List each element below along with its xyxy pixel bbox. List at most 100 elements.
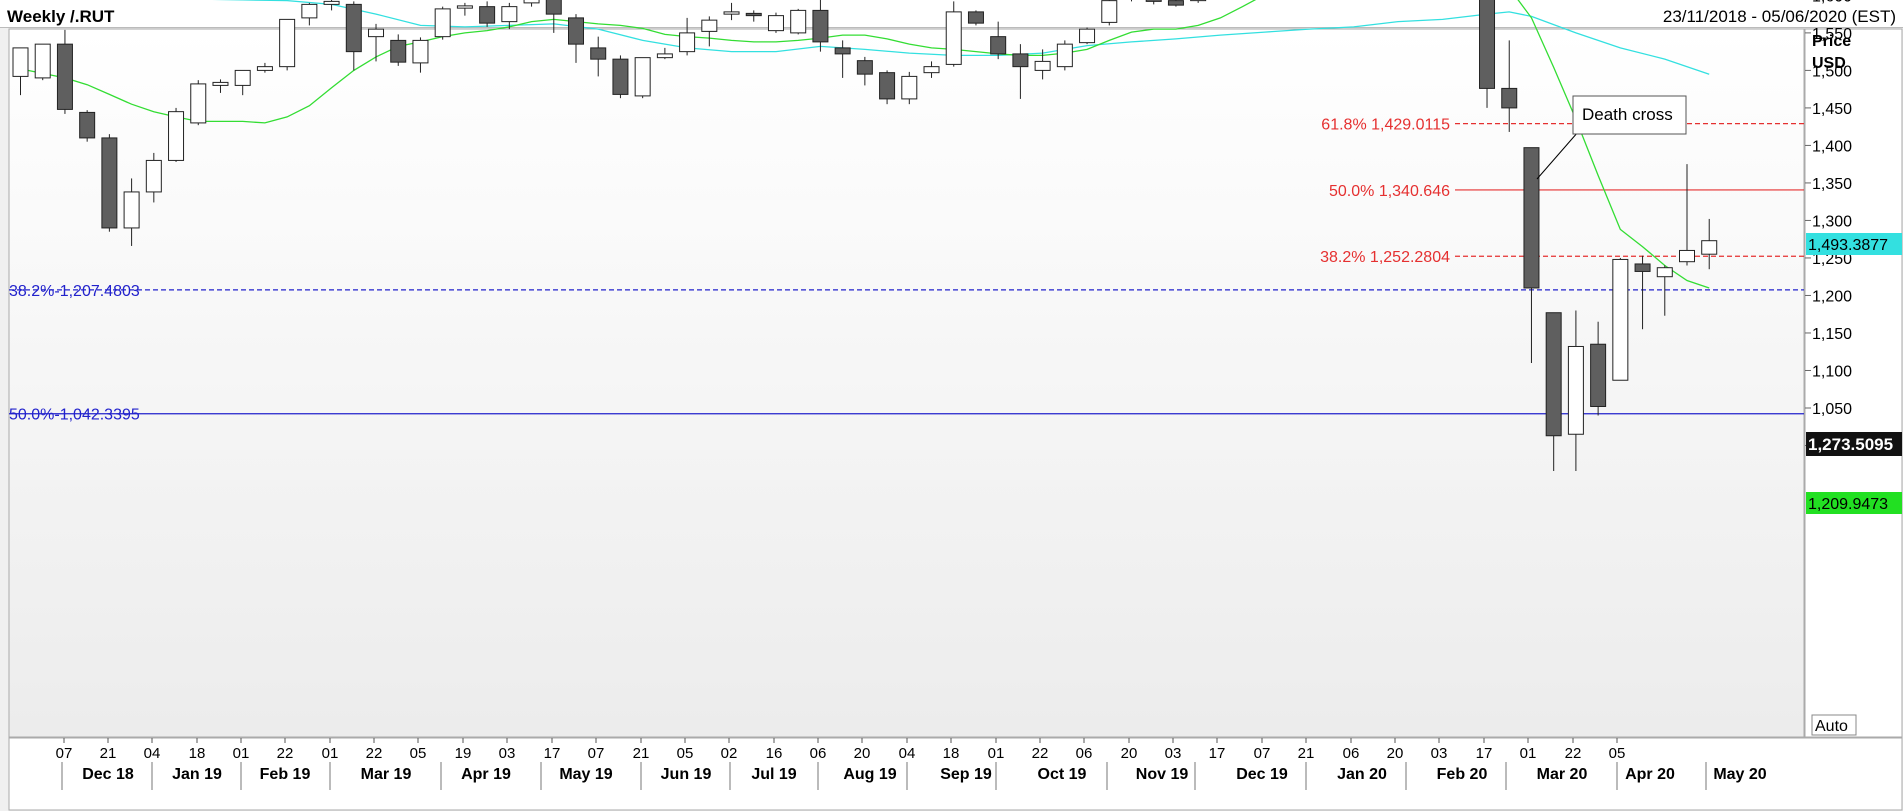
x-day-label: 16 xyxy=(766,745,783,762)
x-month-label: Mar 20 xyxy=(1537,766,1588,783)
candle-body xyxy=(1634,263,1651,272)
fibonacci-levels: 61.8% 1,429.0115 50.0% 1,340.646 38.2% 1,2… xyxy=(9,117,1804,424)
candle xyxy=(101,134,118,232)
candle xyxy=(479,1,496,27)
candle-body xyxy=(256,66,273,71)
candle xyxy=(1634,255,1651,330)
candle xyxy=(1523,147,1540,363)
x-day-label: 05 xyxy=(677,745,694,762)
candle-body xyxy=(301,3,318,19)
x-day-label: 01 xyxy=(322,745,339,762)
candle-body xyxy=(368,28,385,38)
fib-label: 38.2% 1,252.2804 xyxy=(1320,249,1450,266)
ma-fast-price-tag: 1,209.9473 xyxy=(1806,492,1902,514)
ma-slow-line xyxy=(212,0,1710,75)
candle xyxy=(990,21,1007,60)
x-day-label: 03 xyxy=(1165,745,1182,762)
y-tick-label: 1,500 xyxy=(1812,63,1852,80)
ma-slow-tag-text: 1,493.3877 xyxy=(1808,237,1888,254)
x-month-label: Jul 19 xyxy=(751,766,796,783)
candle xyxy=(79,110,96,142)
candle-body xyxy=(456,5,473,9)
candle-body xyxy=(879,72,896,100)
candle xyxy=(168,107,185,162)
candle-body xyxy=(745,12,762,17)
candle xyxy=(834,40,851,78)
candle-body xyxy=(34,43,51,79)
candle-body xyxy=(101,137,118,229)
candle xyxy=(1679,164,1695,266)
x-day-label: 01 xyxy=(1520,745,1537,762)
x-day-label: 07 xyxy=(1254,745,1271,762)
candle-body xyxy=(234,69,251,86)
candle-body xyxy=(1145,0,1162,2)
x-day-label: 18 xyxy=(189,745,206,762)
candle xyxy=(1101,0,1118,26)
x-day-label: 03 xyxy=(1431,745,1448,762)
x-month-label: Nov 19 xyxy=(1136,766,1189,783)
chart-title: Weekly /.RUT xyxy=(7,7,115,26)
last-price-tag-text: 1,273.5095 xyxy=(1808,435,1893,454)
y-tick-label: 1,250 xyxy=(1812,251,1852,268)
x-day-label: 17 xyxy=(544,745,561,762)
x-day-label: 22 xyxy=(366,745,383,762)
candle-body xyxy=(545,0,562,15)
candle xyxy=(212,79,229,93)
candle xyxy=(34,43,51,81)
candle xyxy=(345,1,362,71)
candle xyxy=(1079,27,1096,45)
y-tick-label: 1,550 xyxy=(1812,26,1852,43)
candle-body xyxy=(1523,147,1540,289)
candle-body xyxy=(1479,0,1496,89)
candle xyxy=(568,14,584,63)
y-tick-label: 1,100 xyxy=(1812,363,1852,380)
candle-body xyxy=(1056,43,1073,68)
x-day-label: 20 xyxy=(1121,745,1138,762)
fib-label: 61.8% 1,429.0115 xyxy=(1321,117,1450,134)
candle-body xyxy=(590,47,607,60)
candle xyxy=(234,69,251,96)
candle-body xyxy=(679,32,696,53)
candle xyxy=(1656,265,1673,316)
candle xyxy=(456,2,473,16)
candle-body xyxy=(479,6,496,24)
candle xyxy=(1167,0,1184,7)
ma-fast-tag-text: 1,209.9473 xyxy=(1808,496,1888,513)
candle-body xyxy=(1545,312,1562,437)
death-cross-label: Death cross xyxy=(1582,105,1673,124)
candle-body xyxy=(990,36,1007,55)
candle xyxy=(501,2,518,30)
candle-body xyxy=(701,19,718,32)
x-day-label: 06 xyxy=(810,745,827,762)
candle xyxy=(434,6,451,40)
x-month-label: Dec 19 xyxy=(1236,766,1288,783)
auto-scale-button[interactable]: Auto xyxy=(1811,714,1857,736)
x-day-label: 22 xyxy=(1032,745,1049,762)
candle-body xyxy=(1012,53,1029,68)
x-month-label: Oct 19 xyxy=(1038,766,1087,783)
plot-area xyxy=(8,28,1805,738)
x-day-label: 22 xyxy=(277,745,294,762)
candle-body xyxy=(79,111,96,139)
y-tick-label: 1,350 xyxy=(1812,176,1852,193)
candle xyxy=(790,8,807,35)
candle-body xyxy=(145,159,162,193)
x-month-label: May 20 xyxy=(1713,766,1766,783)
x-day-label: 03 xyxy=(499,745,516,762)
auto-scale-label: Auto xyxy=(1815,718,1848,735)
x-day-label: 07 xyxy=(56,745,73,762)
x-day-label: 04 xyxy=(899,745,916,762)
candle xyxy=(1590,321,1607,416)
candle xyxy=(368,23,385,62)
x-month-label: Apr 20 xyxy=(1625,766,1675,783)
x-month-label: Jun 19 xyxy=(661,766,712,783)
ma-fast-line xyxy=(20,0,1710,289)
x-day-label: 05 xyxy=(1609,745,1626,762)
x-month-label: Feb 19 xyxy=(260,766,311,783)
x-day-label: 21 xyxy=(1298,745,1315,762)
candle xyxy=(301,2,318,26)
candle xyxy=(701,16,718,47)
candle xyxy=(656,47,673,60)
x-month-label: Apr 19 xyxy=(461,766,511,783)
